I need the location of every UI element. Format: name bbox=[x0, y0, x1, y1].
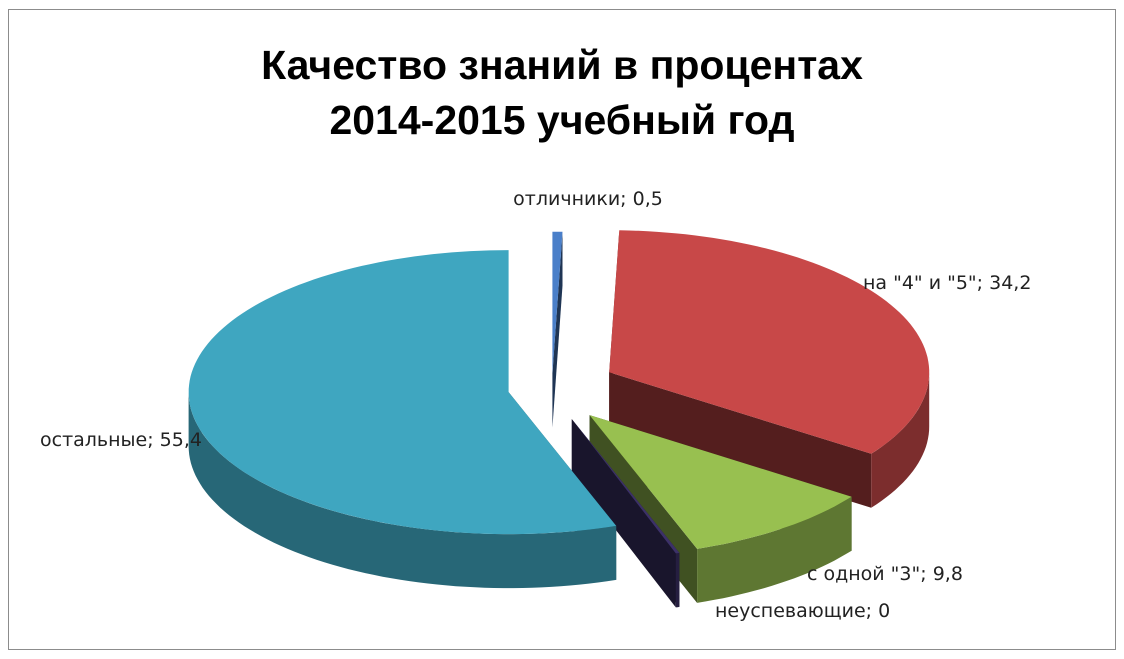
pie-slice-3 bbox=[589, 415, 852, 549]
pie-slice-1 bbox=[552, 231, 563, 374]
pie-slice-outer-wall-3 bbox=[697, 496, 852, 603]
pie-slice-tops bbox=[188, 230, 930, 554]
pie-slice-outer-wall-2 bbox=[871, 372, 930, 508]
slice-label-neuspevayushchie: неуспевающие; 0 bbox=[715, 600, 890, 622]
slice-label-ostalnye: остальные; 55,4 bbox=[40, 429, 202, 451]
slice-label-one-3: с одной "3"; 9,8 bbox=[807, 563, 963, 585]
slice-label-4-and-5: на "4" и "5"; 34,2 bbox=[863, 272, 1031, 294]
pie-slice-sides bbox=[188, 230, 930, 608]
chart-title-line-2: 2014-2015 учебный год bbox=[329, 97, 795, 143]
pie-slice-wall-4-end bbox=[571, 419, 676, 608]
pie-slice-wall-2-end bbox=[609, 372, 872, 508]
pie-slice-wall-1-end bbox=[552, 231, 563, 428]
pie-slice-2 bbox=[609, 230, 930, 454]
pie-slice-5 bbox=[188, 250, 617, 535]
pie-slice-4 bbox=[571, 419, 680, 554]
pie-slice-outer-wall-5 bbox=[188, 392, 617, 589]
slice-label-otlichniki: отличники; 0,5 bbox=[513, 188, 663, 210]
chart-title: Качество знаний в процентах 2014-2015 уч… bbox=[0, 38, 1124, 148]
chart-title-line-1: Качество знаний в процентах bbox=[261, 42, 863, 88]
pie-slice-outer-wall-4 bbox=[675, 552, 680, 608]
